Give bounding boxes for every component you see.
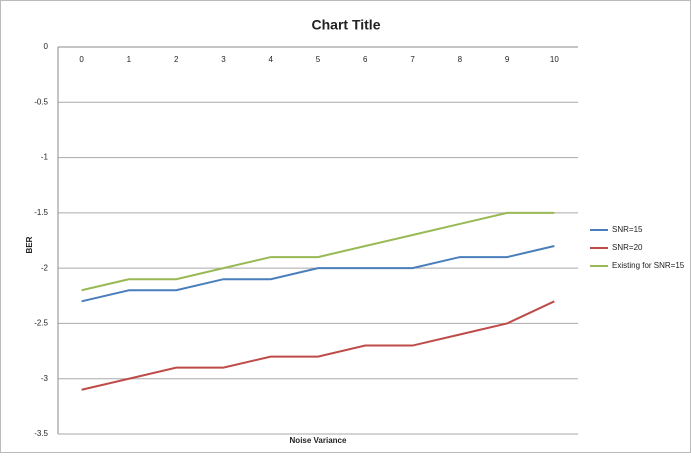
x-tick-label: 1 bbox=[127, 55, 132, 64]
series-line bbox=[81, 300, 555, 391]
x-tick-label: 0 bbox=[79, 55, 84, 64]
x-tick-label: 10 bbox=[550, 55, 559, 64]
x-tick-label: 5 bbox=[316, 55, 321, 64]
y-tick-label: -0.5 bbox=[34, 97, 48, 106]
y-axis-label: BER bbox=[25, 236, 34, 253]
y-tick-label: -1.5 bbox=[34, 208, 48, 217]
x-tick-label: 2 bbox=[174, 55, 179, 64]
chart-title: Chart Title bbox=[312, 17, 381, 33]
legend-label: SNR=20 bbox=[612, 243, 643, 252]
series-line bbox=[81, 245, 555, 303]
legend-label: Existing for SNR=15 bbox=[612, 261, 685, 270]
y-tick-label: -1 bbox=[41, 153, 49, 162]
series-line bbox=[81, 211, 555, 292]
y-tick-label: -2.5 bbox=[34, 319, 48, 328]
y-tick-label: -3 bbox=[41, 374, 49, 383]
x-tick-label: 4 bbox=[269, 55, 274, 64]
y-tick-label: -3.5 bbox=[34, 429, 48, 438]
x-axis-label: Noise Variance bbox=[290, 436, 347, 445]
x-tick-label: 7 bbox=[410, 55, 415, 64]
x-tick-label: 3 bbox=[221, 55, 226, 64]
x-tick-label: 9 bbox=[505, 55, 510, 64]
y-tick-label: -2 bbox=[41, 263, 49, 272]
x-tick-label: 6 bbox=[363, 55, 368, 64]
y-tick-label: 0 bbox=[44, 42, 49, 51]
legend-label: SNR=15 bbox=[612, 225, 643, 234]
x-tick-label: 8 bbox=[458, 55, 463, 64]
